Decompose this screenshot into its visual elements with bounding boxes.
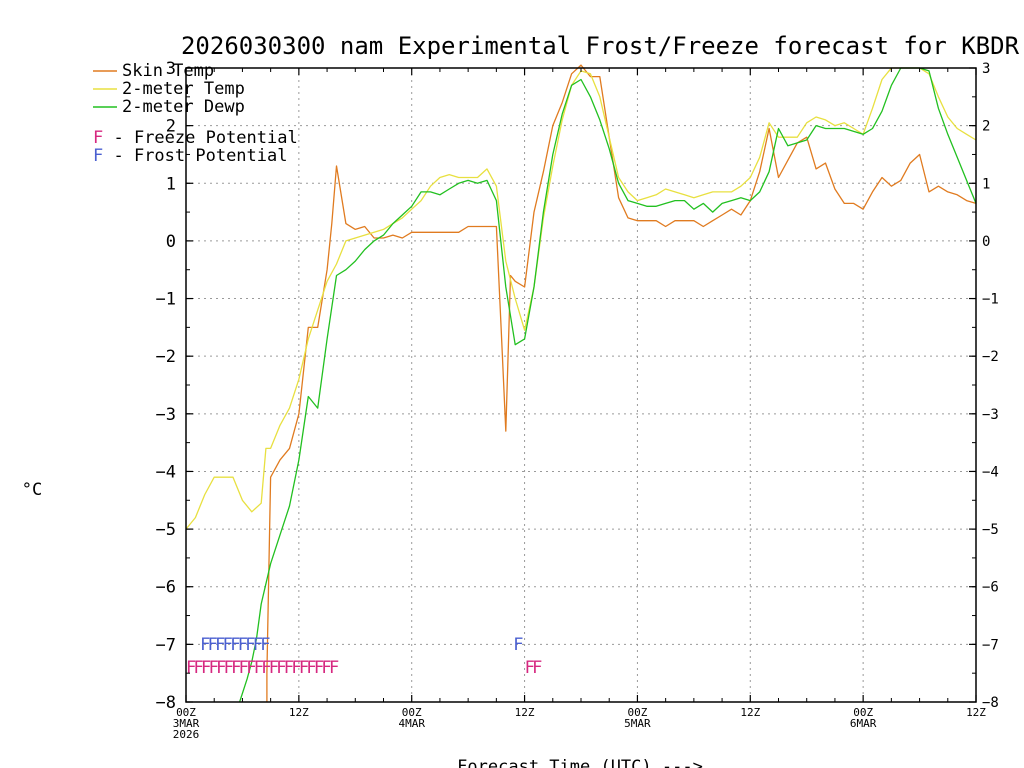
y-tick-label-right: −8 [982, 695, 999, 711]
marker-freeze-potential: F [284, 658, 294, 678]
y-tick-label: −7 [156, 635, 176, 655]
y-tick-label: −2 [156, 347, 176, 367]
marker-frost-potential: F [513, 635, 523, 655]
x-tick-label: 00Z [853, 706, 873, 719]
y-tick-label-right: −4 [982, 464, 999, 480]
y-tick-label-right: 2 [982, 119, 990, 135]
y-tick-label: −4 [156, 462, 176, 482]
marker-freeze-potential: F [314, 658, 324, 678]
y-tick-label: 0 [166, 232, 176, 252]
grid [186, 68, 976, 702]
y-tick-label-right: 3 [982, 61, 990, 77]
y-tick-label-right: 1 [982, 176, 990, 192]
x-tick-label: 3MAR [173, 717, 200, 730]
marker-freeze-potential: F [532, 658, 542, 678]
y-tick-label-right: −5 [982, 522, 999, 538]
legend-entry: Skin Temp [122, 61, 214, 81]
series-lines [185, 64, 977, 703]
marker-frost-potential: F [215, 635, 225, 655]
y-tick-label: −5 [156, 520, 176, 540]
marker-freeze-potential: F [306, 658, 316, 678]
y-tick-label: −3 [156, 405, 176, 425]
marker-freeze-potential: F [321, 658, 331, 678]
marker-frost-potential: F [245, 635, 255, 655]
legend-marker-entry: F - Frost Potential [93, 146, 287, 166]
x-tick-label: 00Z [627, 706, 647, 719]
series-skin-temp [266, 64, 977, 702]
legend-entry: 2-meter Dewp [122, 97, 245, 117]
marker-freeze-potential: F [299, 658, 309, 678]
x-tick-label: 12Z [740, 706, 760, 719]
legend-marker-entry: F - Freeze Potential [93, 128, 298, 148]
x-tick-label: 2026 [173, 728, 200, 741]
y-tick-label: −6 [156, 578, 176, 598]
marker-freeze-potential: F [231, 658, 241, 678]
marker-frost-potential: F [200, 635, 210, 655]
x-tick-label: 4MAR [398, 717, 425, 730]
y-tick-label-right: −7 [982, 637, 999, 653]
axis-ticks: −8 −8 −7 −7 −6 −6 −5 −5 −4 −4 −3 −3 −2 −2 −1 −1 0 0 1 1 2 2 3 3… [156, 59, 999, 741]
x-tick-label: 00Z [176, 706, 196, 719]
y-tick-label: 1 [166, 174, 176, 194]
y-tick-label: −8 [156, 693, 176, 713]
marker-frost-potential: F [223, 635, 233, 655]
marker-freeze-potential: F [261, 658, 271, 678]
x-tick-label: 12Z [289, 706, 309, 719]
y-tick-label-right: −2 [982, 349, 999, 365]
legend-entry: 2-meter Temp [122, 79, 245, 99]
marker-freeze-potential: F [291, 658, 301, 678]
marker-freeze-potential: F [186, 658, 196, 678]
x-axis-label: Forecast Time (UTC) ---> [457, 757, 703, 768]
marker-freeze-potential: F [194, 658, 204, 678]
chart-title: 2026030300 nam Experimental Frost/Freeze… [181, 32, 1020, 60]
y-tick-label-right: −3 [982, 407, 999, 423]
y-tick-label: −1 [156, 290, 176, 310]
marker-freeze-potential: F [224, 658, 234, 678]
marker-frost-potential: F [230, 635, 240, 655]
marker-frost-potential: F [208, 635, 218, 655]
marker-freeze-potential: F [239, 658, 249, 678]
x-tick-label: 6MAR [850, 717, 877, 730]
marker-freeze-potential: F [201, 658, 211, 678]
marker-freeze-potential: F [329, 658, 339, 678]
marker-frost-potential: F [260, 635, 270, 655]
marker-freeze-potential: F [209, 658, 219, 678]
x-tick-label: 00Z [402, 706, 422, 719]
y-tick-label-right: −1 [982, 292, 999, 308]
marker-frost-potential: F [238, 635, 248, 655]
marker-freeze-potential: F [525, 658, 535, 678]
x-tick-label: 12Z [515, 706, 535, 719]
marker-freeze-potential: F [276, 658, 286, 678]
y-tick-label-right: 0 [982, 234, 990, 250]
marker-freeze-potential: F [246, 658, 256, 678]
marker-freeze-potential: F [254, 658, 264, 678]
y-axis-label: °C [22, 480, 42, 500]
series-2-meter-dewp [238, 67, 977, 703]
marker-frost-potential: F [253, 635, 263, 655]
x-tick-label: 5MAR [624, 717, 651, 730]
marker-freeze-potential: F [269, 658, 279, 678]
series-2-meter-temp [185, 67, 977, 530]
x-tick-label: 12Z [966, 706, 986, 719]
y-tick-label: 2 [166, 117, 176, 137]
marker-freeze-potential: F [216, 658, 226, 678]
y-tick-label: 3 [166, 59, 176, 79]
y-tick-label-right: −6 [982, 580, 999, 596]
